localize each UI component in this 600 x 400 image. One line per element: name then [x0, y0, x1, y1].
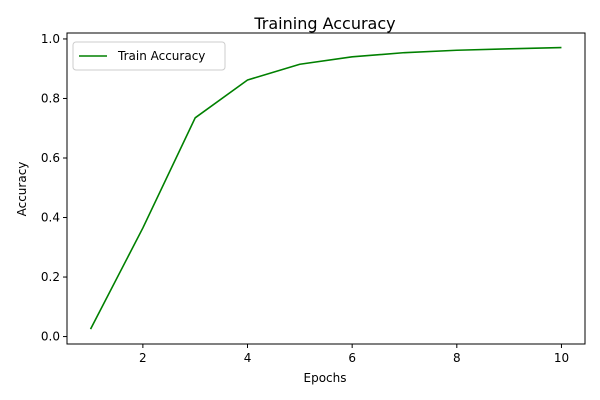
- x-tick-label: 2: [139, 351, 147, 365]
- chart-title: Training Accuracy: [253, 14, 395, 33]
- legend: Train Accuracy: [72, 41, 226, 71]
- legend-box: [72, 41, 226, 71]
- y-tick-label: 1.0: [41, 32, 60, 46]
- series-line-train-accuracy: [89, 46, 562, 330]
- y-tick-label: 0.8: [41, 91, 60, 105]
- plot-area: 2 4 6 8 10 0.0 0.2 0.4 0.6 0.8 1.0: [41, 32, 586, 365]
- x-tick-label: 6: [348, 351, 356, 365]
- y-tick-label: 0.4: [41, 211, 60, 225]
- x-axis-label: Epochs: [304, 371, 347, 385]
- x-axis-ticks: 2 4 6 8 10: [139, 344, 569, 365]
- y-tick-label: 0.6: [41, 151, 60, 165]
- y-tick-label: 0.2: [41, 270, 60, 284]
- axes-frame: [66, 32, 586, 345]
- y-tick-label: 0.0: [41, 330, 60, 344]
- x-tick-label: 4: [244, 351, 252, 365]
- legend-label-train-accuracy: Train Accuracy: [117, 49, 205, 63]
- x-tick-label: 8: [453, 351, 461, 365]
- x-tick-label: 10: [554, 351, 569, 365]
- series-layer: [89, 46, 562, 330]
- y-axis-ticks: 0.0 0.2 0.4 0.6 0.8 1.0: [41, 32, 67, 344]
- y-axis-label: Accuracy: [15, 162, 29, 217]
